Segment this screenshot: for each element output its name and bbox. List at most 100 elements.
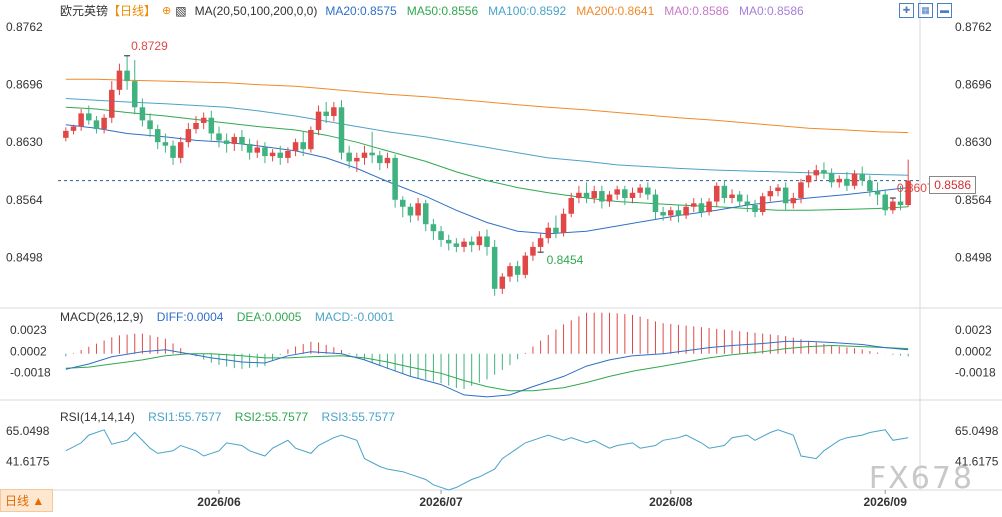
minimize-icon[interactable]: ▬	[937, 3, 952, 18]
candle-body	[522, 255, 529, 275]
ma50-value: MA50:0.8556	[406, 3, 479, 18]
candle-body	[300, 142, 306, 150]
rsi-tick-label-right: 65.0498	[955, 424, 999, 438]
candle-body	[400, 199, 406, 207]
price-tick-label-right: 0.8498	[955, 250, 992, 264]
ma0-value-1: MA0:0.8586	[664, 3, 729, 18]
candle-body	[93, 120, 100, 130]
high-annotation: 0.8729	[131, 39, 168, 53]
grid-icon[interactable]: ▦	[918, 3, 933, 18]
watermark-logo: FX678	[868, 461, 974, 496]
candle-body	[323, 111, 329, 116]
candle-body	[790, 198, 797, 204]
candle-body	[185, 129, 192, 143]
candle-body	[162, 142, 169, 146]
candle-body	[208, 117, 215, 134]
candle-body	[721, 185, 728, 199]
candle-body	[392, 157, 398, 200]
symbol-name: 欧元英镑	[60, 4, 109, 18]
price-tick-label-right: 0.8762	[955, 20, 992, 34]
candle-body	[285, 150, 291, 158]
x-tick-label: 2026/06	[197, 495, 241, 509]
candle-body	[507, 266, 513, 277]
candle-body	[384, 157, 391, 164]
price-tick-label-left: 0.8498	[6, 250, 43, 264]
rsi1-value: RSI1:55.7577	[148, 410, 222, 424]
settings-icon[interactable]: ⊕	[162, 5, 172, 17]
toolbar: ✚ ▦ ▬	[899, 3, 952, 18]
candle-body	[139, 107, 146, 121]
candle-body	[269, 152, 276, 157]
candle-body	[560, 213, 567, 233]
candle-body	[576, 192, 582, 199]
candle-body	[86, 113, 92, 121]
candle-body	[530, 246, 536, 256]
candle-body	[744, 201, 751, 206]
candle-body	[331, 107, 337, 116]
candle-body	[231, 136, 238, 144]
candle-body	[346, 152, 352, 162]
period-label[interactable]: 【日线】	[108, 4, 157, 18]
candle-body	[675, 210, 682, 216]
candle-body	[805, 175, 812, 183]
candle-body	[131, 81, 138, 108]
candle-body	[354, 157, 360, 162]
candle-body	[882, 194, 888, 211]
candle-body	[775, 187, 781, 192]
candle-body	[154, 129, 161, 143]
candle-body	[660, 212, 666, 216]
x-tick-label: 2026/08	[649, 495, 693, 509]
rsi3-value: RSI3:55.7577	[321, 410, 395, 424]
macd-diff-line	[65, 340, 909, 398]
candle-body	[101, 117, 107, 130]
rsi-tick-label-left: 65.0498	[6, 424, 50, 438]
candle-body	[422, 203, 429, 225]
low-annotation: 0.8454	[547, 253, 584, 267]
x-tick-label: 2026/09	[864, 495, 908, 509]
price-tick-label-left: 0.8564	[6, 193, 43, 207]
candle-body	[514, 266, 521, 275]
candle-body	[614, 189, 620, 195]
candle-body	[415, 203, 421, 216]
expand-icon[interactable]: ✚	[899, 3, 914, 18]
candle-body	[706, 201, 712, 212]
price-tick-label-left: 0.8630	[6, 135, 43, 149]
candle-body	[782, 187, 789, 204]
price-tick-label-left: 0.8762	[6, 20, 43, 34]
candle-body	[315, 111, 322, 130]
candle-body	[851, 173, 858, 186]
candle-body	[568, 198, 574, 214]
candle-body	[813, 170, 820, 176]
candle-body	[445, 239, 452, 244]
candle-body	[147, 120, 153, 130]
period-switch-button[interactable]: 日线 ▲	[0, 489, 54, 512]
ma50-line	[65, 106, 909, 211]
candle-body	[254, 147, 261, 153]
candle-body	[729, 194, 735, 199]
candle-body	[874, 191, 881, 195]
macd-diff-value: DIFF:0.0004	[156, 310, 224, 324]
candle-body	[599, 191, 605, 202]
candle-body	[645, 187, 651, 195]
rsi-header: RSI(14,14,14) RSI1:55.7577 RSI2:55.7577 …	[60, 410, 405, 424]
candle-body	[338, 107, 345, 153]
candle-body	[905, 180, 911, 206]
candle-body	[170, 145, 176, 158]
macd-label: MACD(26,12,9)	[60, 310, 144, 324]
candle-body	[859, 173, 865, 181]
candle-body	[407, 206, 414, 216]
ma-icon[interactable]: ▧	[175, 3, 187, 18]
price-tick-label-right: 0.8630	[955, 135, 992, 149]
macd-dea-value: DEA:0.0005	[236, 310, 302, 324]
candle-body	[606, 194, 613, 202]
candle-body	[752, 205, 758, 212]
macd-header: MACD(26,12,9) DIFF:0.0004 DEA:0.0005 MAC…	[60, 310, 404, 324]
candle-body	[545, 227, 552, 239]
high-annotation: 0.8607	[897, 181, 934, 195]
macd-dea-line	[65, 344, 909, 392]
candle-body	[453, 243, 460, 247]
ma20-value: MA20:0.8575	[325, 3, 397, 18]
macd-tick-label-left: 0.0023	[10, 323, 47, 337]
candle-body	[63, 130, 69, 138]
